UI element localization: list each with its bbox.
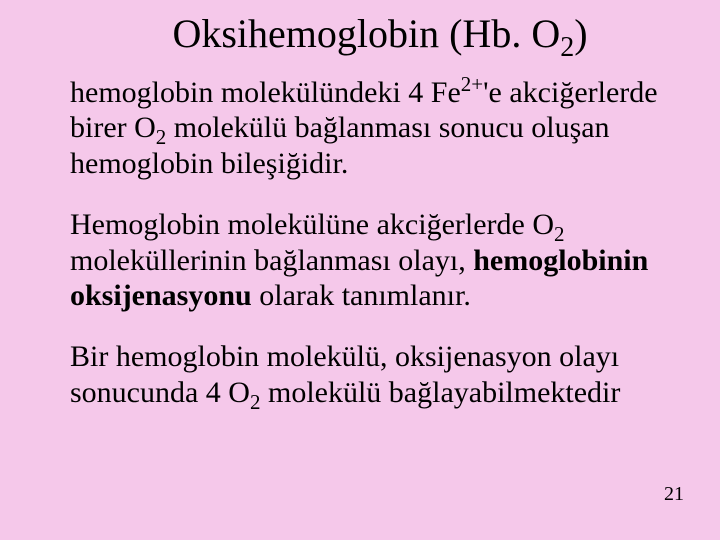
slide: Oksihemoglobin (Hb. O2) hemoglobin molek… — [0, 0, 720, 540]
paragraph-1: hemoglobin molekülündeki 4 Fe2+'e akciğe… — [70, 75, 660, 181]
paragraph-2: Hemoglobin molekülüne akciğerlerde O2 mo… — [70, 207, 660, 313]
p2-text-2: moleküllerinin bağlanması olayı, — [70, 244, 473, 277]
p2-text-3: olarak tanımlanır. — [252, 279, 471, 312]
paragraph-3: Bir hemoglobin molekülü, oksijenasyon ol… — [70, 339, 660, 410]
title-text-suffix: ) — [574, 11, 587, 56]
p3-text-2: molekülü bağlayabilmektedir — [260, 376, 620, 409]
p1-subscript-1: 2 — [156, 125, 167, 149]
slide-title: Oksihemoglobin (Hb. O2) — [70, 10, 660, 57]
p2-subscript-1: 2 — [554, 222, 565, 246]
page-number: 21 — [664, 483, 684, 506]
title-subscript: 2 — [560, 32, 574, 63]
title-text-prefix: Oksihemoglobin (Hb. O — [172, 11, 560, 56]
p1-superscript-1: 2+ — [461, 72, 483, 96]
p2-text-1: Hemoglobin molekülüne akciğerlerde O — [70, 208, 554, 241]
p3-subscript-1: 2 — [250, 390, 261, 414]
p1-text-1: hemoglobin molekülündeki 4 Fe — [70, 76, 461, 109]
slide-body: hemoglobin molekülündeki 4 Fe2+'e akciğe… — [70, 75, 660, 410]
